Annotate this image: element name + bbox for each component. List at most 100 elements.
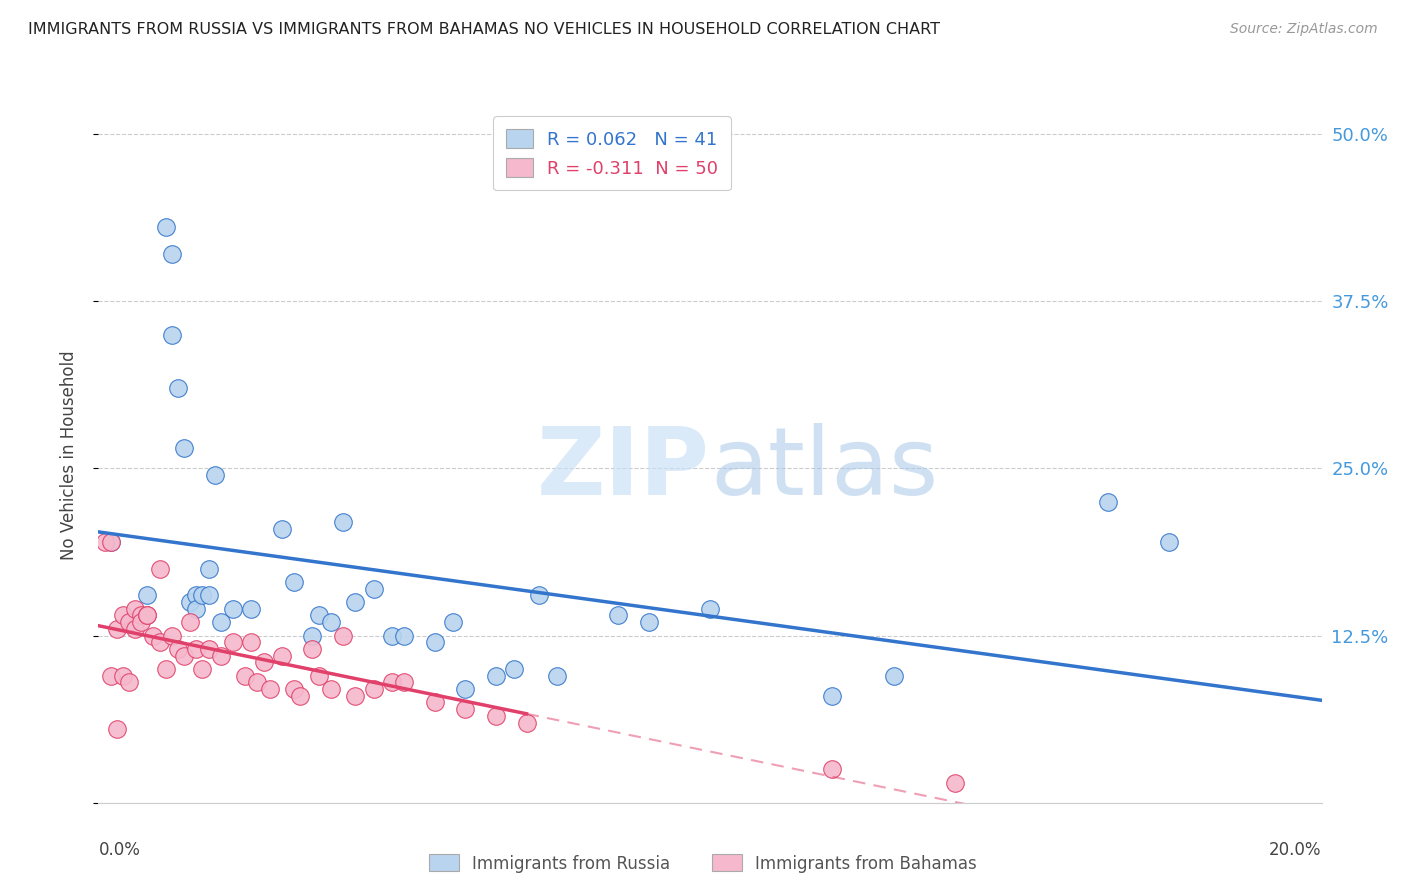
- Point: [392, 675, 416, 690]
- Point: [344, 689, 367, 703]
- Point: [943, 775, 966, 790]
- Point: [252, 655, 274, 669]
- Legend: R = 0.062   N = 41, R = -0.311  N = 50: R = 0.062 N = 41, R = -0.311 N = 50: [494, 116, 731, 190]
- Point: [222, 635, 245, 649]
- Point: [124, 622, 146, 636]
- Point: [149, 635, 172, 649]
- Point: [160, 327, 183, 342]
- Y-axis label: No Vehicles in Household: No Vehicles in Household: [59, 350, 77, 560]
- Point: [191, 589, 214, 603]
- Point: [129, 615, 152, 630]
- Point: [332, 628, 354, 642]
- Point: [240, 635, 263, 649]
- Point: [607, 608, 630, 623]
- Point: [93, 535, 115, 549]
- Point: [883, 669, 905, 683]
- Point: [129, 608, 152, 623]
- Point: [136, 608, 159, 623]
- Point: [155, 662, 177, 676]
- Point: [821, 689, 844, 703]
- Point: [699, 602, 721, 616]
- Point: [136, 589, 159, 603]
- Point: [142, 628, 165, 642]
- Point: [246, 675, 269, 690]
- Point: [167, 381, 190, 395]
- Point: [160, 628, 183, 642]
- Point: [160, 247, 183, 261]
- Point: [363, 681, 385, 696]
- Point: [105, 622, 128, 636]
- Point: [191, 662, 214, 676]
- Point: [186, 642, 208, 657]
- Point: [209, 615, 232, 630]
- Point: [1157, 535, 1180, 549]
- Text: 0.0%: 0.0%: [98, 841, 141, 859]
- Point: [173, 442, 195, 456]
- Point: [233, 669, 256, 683]
- Point: [503, 662, 526, 676]
- Point: [319, 681, 342, 696]
- Point: [546, 669, 568, 683]
- Point: [100, 669, 122, 683]
- Point: [270, 648, 292, 663]
- Point: [197, 562, 219, 576]
- Point: [197, 589, 219, 603]
- Point: [308, 669, 330, 683]
- Point: [197, 642, 219, 657]
- Point: [1097, 494, 1119, 508]
- Point: [308, 608, 330, 623]
- Point: [423, 635, 446, 649]
- Legend: Immigrants from Russia, Immigrants from Bahamas: Immigrants from Russia, Immigrants from …: [422, 847, 984, 880]
- Point: [821, 762, 844, 776]
- Point: [485, 708, 508, 723]
- Point: [381, 628, 404, 642]
- Point: [240, 602, 263, 616]
- Point: [118, 615, 141, 630]
- Point: [319, 615, 342, 630]
- Point: [204, 468, 226, 483]
- Point: [527, 589, 550, 603]
- Text: IMMIGRANTS FROM RUSSIA VS IMMIGRANTS FROM BAHAMAS NO VEHICLES IN HOUSEHOLD CORRE: IMMIGRANTS FROM RUSSIA VS IMMIGRANTS FRO…: [28, 22, 941, 37]
- Point: [179, 615, 201, 630]
- Point: [283, 575, 305, 590]
- Point: [186, 589, 208, 603]
- Point: [222, 602, 245, 616]
- Point: [186, 602, 208, 616]
- Point: [259, 681, 281, 696]
- Point: [209, 648, 232, 663]
- Point: [100, 535, 122, 549]
- Text: atlas: atlas: [710, 423, 938, 515]
- Point: [155, 220, 177, 235]
- Point: [111, 669, 134, 683]
- Point: [423, 696, 446, 710]
- Point: [149, 562, 172, 576]
- Text: Source: ZipAtlas.com: Source: ZipAtlas.com: [1230, 22, 1378, 37]
- Point: [516, 715, 538, 730]
- Point: [136, 608, 159, 623]
- Point: [441, 615, 464, 630]
- Point: [332, 515, 354, 529]
- Point: [179, 595, 201, 609]
- Point: [637, 615, 661, 630]
- Point: [270, 521, 292, 535]
- Point: [124, 602, 146, 616]
- Point: [344, 595, 367, 609]
- Point: [173, 648, 195, 663]
- Point: [100, 535, 122, 549]
- Point: [485, 669, 508, 683]
- Point: [290, 689, 312, 703]
- Point: [118, 675, 141, 690]
- Point: [283, 681, 305, 696]
- Point: [111, 608, 134, 623]
- Point: [301, 642, 323, 657]
- Point: [363, 582, 385, 596]
- Point: [381, 675, 404, 690]
- Point: [392, 628, 416, 642]
- Text: 20.0%: 20.0%: [1270, 841, 1322, 859]
- Text: ZIP: ZIP: [537, 423, 710, 515]
- Point: [454, 702, 477, 716]
- Point: [301, 628, 323, 642]
- Point: [105, 723, 128, 737]
- Point: [167, 642, 190, 657]
- Point: [454, 681, 477, 696]
